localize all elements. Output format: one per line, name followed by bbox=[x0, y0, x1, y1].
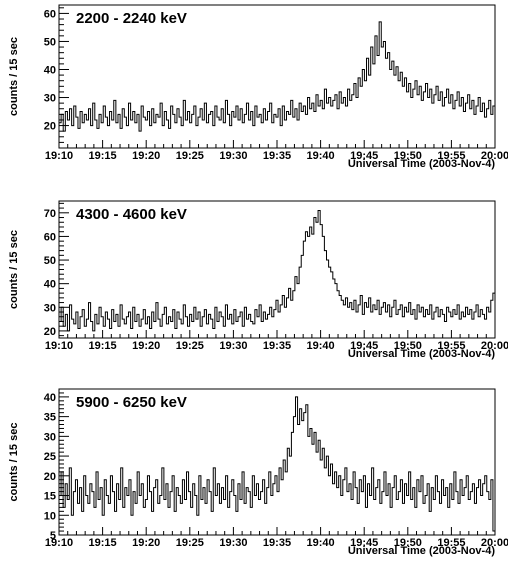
x-tick-label: 20:00 bbox=[481, 150, 508, 162]
x-tick-label: 19:30 bbox=[219, 537, 247, 549]
x-tick-label: 19:20 bbox=[132, 340, 160, 352]
x-tick-label: 19:20 bbox=[132, 150, 160, 162]
y-tick-label: 30 bbox=[44, 431, 56, 443]
x-tick-label: 19:45 bbox=[350, 340, 378, 352]
x-tick-label: 19:55 bbox=[437, 537, 465, 549]
y-tick-label: 40 bbox=[44, 64, 56, 76]
x-tick-label: 19:10 bbox=[45, 340, 73, 352]
x-tick-label: 19:10 bbox=[45, 537, 73, 549]
x-tick-label: 19:40 bbox=[307, 340, 335, 352]
count-rate-histogram bbox=[59, 209, 495, 332]
y-tick-label: 50 bbox=[44, 36, 56, 48]
x-tick-label: 19:50 bbox=[394, 537, 422, 549]
x-tick-label: 19:55 bbox=[437, 340, 465, 352]
x-axis-label: Universal Time (2003-Nov-4) bbox=[348, 348, 495, 360]
panel-title: 4300 - 4600 keV bbox=[76, 206, 187, 223]
count-rate-histogram bbox=[59, 21, 495, 132]
x-tick-label: 19:25 bbox=[176, 537, 204, 549]
y-tick-label: 30 bbox=[44, 302, 56, 314]
panel-3: 5 10 15 20 25 30 35 40 19:10 19:15 19:20 19:25 19:30… bbox=[8, 388, 508, 557]
x-tick-label: 19:50 bbox=[394, 150, 422, 162]
x-tick-label: 19:45 bbox=[350, 150, 378, 162]
panel-title: 5900 - 6250 keV bbox=[76, 394, 187, 411]
x-tick-label: 19:30 bbox=[219, 150, 247, 162]
y-tick-label: 15 bbox=[44, 491, 56, 503]
x-tick-label: 19:15 bbox=[89, 537, 117, 549]
x-axis-label: Universal Time (2003-Nov-4) bbox=[348, 158, 495, 170]
x-tick-label: 19:25 bbox=[176, 340, 204, 352]
y-tick-label: 20 bbox=[44, 471, 56, 483]
x-tick-label: 19:40 bbox=[307, 537, 335, 549]
panel-title: 2200 - 2240 keV bbox=[76, 10, 187, 27]
x-tick-label: 19:30 bbox=[219, 340, 247, 352]
y-tick-label: 70 bbox=[44, 208, 56, 220]
y-tick-label: 40 bbox=[44, 279, 56, 291]
y-tick-label: 60 bbox=[44, 8, 56, 20]
y-tick-label: 5 bbox=[50, 530, 56, 542]
x-tick-label: 19:15 bbox=[89, 150, 117, 162]
x-tick-label: 19:50 bbox=[394, 340, 422, 352]
y-tick-label: 60 bbox=[44, 231, 56, 243]
x-tick-label: 19:15 bbox=[89, 340, 117, 352]
x-tick-label: 19:35 bbox=[263, 537, 291, 549]
y-axis-label: counts / 15 sec bbox=[8, 423, 20, 502]
count-rate-histogram bbox=[59, 396, 495, 532]
y-axis-label: counts / 15 sec bbox=[8, 37, 20, 116]
x-tick-label: 20:00 bbox=[481, 537, 508, 549]
panel-1: 20 30 40 50 60 19:10 19:15 19:20 19:25 19:30 19:35… bbox=[8, 4, 508, 170]
y-tick-label: 50 bbox=[44, 255, 56, 267]
y-tick-label: 20 bbox=[44, 326, 56, 338]
y-axis-label: counts / 15 sec bbox=[8, 230, 20, 309]
x-tick-label: 19:20 bbox=[132, 537, 160, 549]
y-tick-label: 10 bbox=[44, 510, 56, 522]
y-tick-label: 20 bbox=[44, 121, 56, 133]
x-tick-label: 19:10 bbox=[45, 150, 73, 162]
x-tick-label: 19:55 bbox=[437, 150, 465, 162]
panel-2: 20 30 40 50 60 70 19:10 19:15 19:20 19:25 19:30 19:… bbox=[8, 200, 508, 360]
x-tick-label: 19:45 bbox=[350, 537, 378, 549]
y-tick-label: 40 bbox=[44, 392, 56, 404]
y-tick-label: 30 bbox=[44, 93, 56, 105]
x-axis-label: Universal Time (2003-Nov-4) bbox=[348, 545, 495, 557]
x-tick-label: 20:00 bbox=[481, 340, 508, 352]
y-tick-label: 35 bbox=[44, 412, 56, 424]
x-tick-label: 19:25 bbox=[176, 150, 204, 162]
x-tick-label: 19:35 bbox=[263, 340, 291, 352]
x-tick-label: 19:35 bbox=[263, 150, 291, 162]
x-tick-label: 19:40 bbox=[307, 150, 335, 162]
y-tick-label: 25 bbox=[44, 451, 56, 463]
